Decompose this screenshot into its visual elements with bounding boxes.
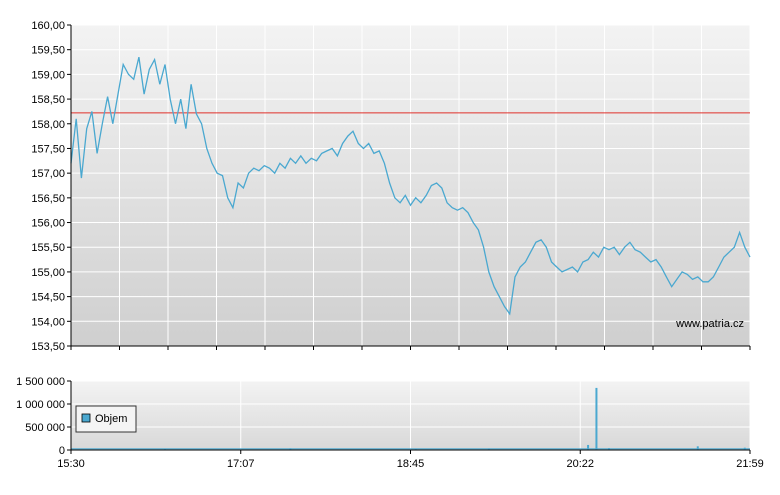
volume-bar bbox=[595, 387, 598, 450]
price-y-tick-label: 155,50 bbox=[31, 242, 65, 254]
price-y-tick-label: 154,00 bbox=[31, 316, 65, 328]
price-y-tick-label: 157,50 bbox=[31, 143, 65, 155]
volume-y-tick-label: 1 500 000 bbox=[16, 376, 65, 388]
volume-bar bbox=[487, 448, 490, 450]
x-tick-label: 21:59 bbox=[736, 458, 764, 470]
price-y-tick-label: 160,00 bbox=[31, 20, 65, 32]
legend-swatch bbox=[81, 413, 91, 423]
x-tick-label: 18:45 bbox=[397, 458, 425, 470]
volume-bar bbox=[696, 446, 699, 450]
price-y-tick-label: 153,50 bbox=[31, 341, 65, 353]
volume-legend: Objem bbox=[75, 405, 137, 433]
volume-y-tick-label: 0 bbox=[59, 445, 65, 457]
price-y-tick-label: 156,00 bbox=[31, 218, 65, 230]
price-y-tick-label: 159,00 bbox=[31, 69, 65, 81]
watermark-text: www.patria.cz bbox=[675, 318, 744, 330]
x-tick-label: 15:30 bbox=[57, 458, 85, 470]
volume-baseline-bars bbox=[71, 448, 750, 450]
x-tick-label: 17:07 bbox=[227, 458, 255, 470]
x-tick-label: 20:22 bbox=[566, 458, 594, 470]
price-y-tick-label: 159,50 bbox=[31, 45, 65, 57]
price-y-tick-label: 156,50 bbox=[31, 193, 65, 205]
volume-y-tick-label: 500 000 bbox=[25, 422, 65, 434]
price-y-tick-label: 157,00 bbox=[31, 168, 65, 180]
price-y-tick-label: 158,50 bbox=[31, 94, 65, 106]
volume-bar bbox=[607, 448, 610, 450]
price-series-line bbox=[70, 56, 751, 316]
volume-y-tick-label: 1 000 000 bbox=[16, 399, 65, 411]
volume-panel: 1 500 000 1 000 000 500 000 015:30 17:07 18:4… bbox=[16, 376, 764, 470]
volume-bar bbox=[587, 444, 590, 450]
price-panel: 160,00 159,50 159,00 158,50 158,00 157,50 157,… bbox=[31, 20, 751, 353]
legend-label: Objem bbox=[95, 413, 127, 425]
price-y-tick-label: 158,00 bbox=[31, 119, 65, 131]
price-y-tick-label: 154,50 bbox=[31, 292, 65, 304]
price-y-tick-label: 155,00 bbox=[31, 267, 65, 279]
volume-bar bbox=[743, 447, 746, 450]
volume-bar bbox=[289, 448, 292, 450]
